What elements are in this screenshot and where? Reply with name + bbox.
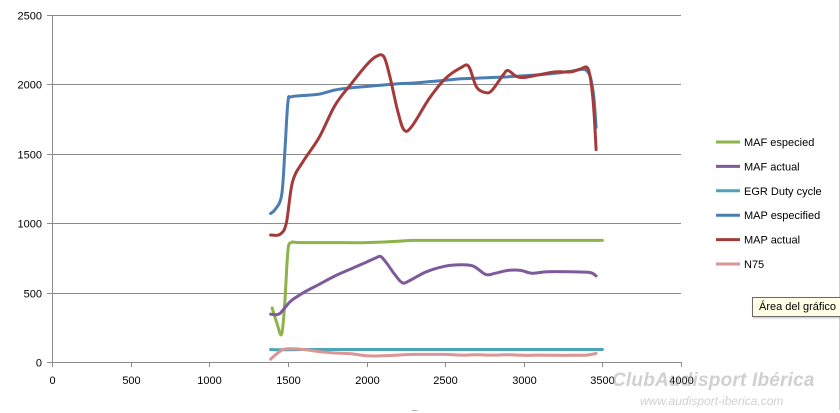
ytick-label-2500: 2500 — [18, 11, 42, 23]
series-line-maf-especied — [272, 240, 602, 335]
y-tick-labels: 0 500 1000 1500 2000 2500 — [18, 11, 42, 370]
legend-label-n75: N75 — [744, 259, 764, 271]
xtick-label-1500: 1500 — [276, 375, 300, 387]
ytick-label-500: 500 — [24, 289, 42, 301]
legend-label-map-especified: MAP especified — [744, 210, 820, 222]
xtick-label-0: 0 — [49, 375, 55, 387]
watermark-url: www.audisport-iberica.com — [640, 394, 783, 408]
legend-label-egr-duty-cycle: EGR Duty cycle — [744, 186, 822, 198]
ytick-label-1000: 1000 — [18, 219, 42, 231]
ytick-label-0: 0 — [36, 358, 42, 370]
series-line-maf-actual — [271, 256, 596, 315]
xtick-label-500: 500 — [122, 375, 140, 387]
xtick-label-2500: 2500 — [433, 375, 457, 387]
ytick-label-2000: 2000 — [18, 80, 42, 92]
legend[interactable]: MAF especied MAF actual EGR Duty cycle MAP … — [716, 137, 822, 271]
watermark: ClubAudisport Ibérica — [612, 370, 815, 392]
xtick-label-2000: 2000 — [355, 375, 379, 387]
legend-label-maf-actual: MAF actual — [744, 161, 800, 173]
xtick-label-1000: 1000 — [197, 375, 221, 387]
ytick-label-1500: 1500 — [18, 150, 42, 162]
chart-area-tooltip: Área del gráfico — [752, 297, 840, 317]
xtick-label-3000: 3000 — [512, 375, 536, 387]
series-lines — [271, 55, 603, 359]
legend-label-map-actual: MAP actual — [744, 235, 800, 247]
resize-handle[interactable]: ..... — [411, 404, 417, 413]
gridlines — [52, 16, 681, 294]
legend-label-maf-especied: MAF especied — [744, 137, 814, 149]
